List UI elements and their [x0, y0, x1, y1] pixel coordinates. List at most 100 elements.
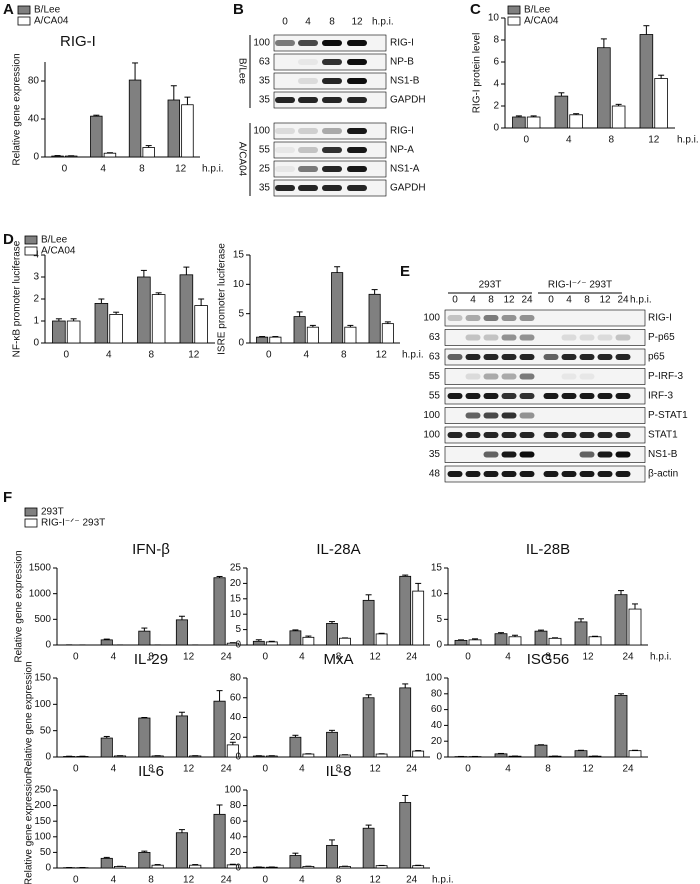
- x-tick-label: 24: [406, 764, 418, 775]
- blot-band: [447, 315, 463, 321]
- blot-band: [519, 432, 535, 438]
- bar: [399, 687, 412, 758]
- y-tick-label: 200: [34, 800, 51, 811]
- blot-band: [579, 451, 595, 458]
- blot-band: [483, 432, 499, 438]
- bar: [181, 104, 194, 158]
- blot-band: [597, 451, 613, 458]
- chart-title: IL-28B: [526, 541, 570, 558]
- x-tick-label: 12: [370, 652, 382, 663]
- legend-label: B/Lee: [41, 235, 68, 246]
- blot-band: [501, 393, 517, 399]
- y-tick-label: 0: [45, 752, 51, 763]
- x-tick-label: 24: [622, 652, 634, 663]
- blot-band: [597, 354, 613, 360]
- marker-label: 35: [259, 76, 271, 87]
- bar: [375, 753, 388, 758]
- blot-band: [447, 432, 463, 438]
- x-tick-label: 4: [100, 164, 106, 175]
- legend-swatch: [507, 5, 521, 15]
- y-tick-label: 1500: [29, 563, 52, 574]
- blot-frame: [273, 122, 387, 140]
- blot-frame: [444, 407, 646, 424]
- blot-band: [615, 471, 631, 477]
- x-axis-label: h.p.i.: [432, 875, 454, 884]
- bar: [412, 750, 425, 758]
- blot-band: [483, 354, 499, 360]
- blot-band: [519, 315, 535, 321]
- x-tick-label: 12: [376, 350, 388, 361]
- bar: [339, 754, 351, 758]
- y-tick-label: 20: [230, 578, 242, 589]
- blot-band: [597, 471, 613, 477]
- lane-label: 8: [584, 295, 590, 306]
- bar: [151, 864, 164, 869]
- y-tick-label: 1: [33, 316, 39, 327]
- blot-band: [501, 315, 517, 321]
- lane-label: 0: [452, 295, 458, 306]
- legend-label: B/Lee: [34, 5, 61, 16]
- bar: [331, 272, 344, 344]
- bar: [213, 700, 226, 758]
- y-tick-label: 80: [230, 800, 242, 811]
- blot-band: [275, 166, 295, 172]
- x-tick-label: 4: [505, 764, 511, 775]
- bar: [194, 305, 208, 344]
- legend-swatch: [24, 507, 38, 517]
- y-tick-label: 500: [34, 614, 51, 625]
- lane-label: 8: [329, 17, 335, 28]
- bar: [51, 155, 64, 158]
- blot-band: [298, 185, 318, 191]
- panel-letter: B: [233, 1, 244, 18]
- lane-label: 0: [548, 295, 554, 306]
- blot-band: [347, 40, 367, 46]
- x-tick-label: 8: [148, 764, 154, 775]
- x-tick-label: 0: [523, 135, 529, 146]
- bar: [326, 731, 338, 758]
- bar: [175, 619, 189, 646]
- blot-band: [519, 373, 535, 380]
- x-tick-label: 12: [183, 652, 195, 663]
- blot-band: [275, 40, 295, 46]
- y-tick-label: 1000: [29, 588, 52, 599]
- bar: [302, 636, 315, 646]
- blot-band: [501, 373, 517, 380]
- protein-label: p65: [648, 352, 665, 363]
- protein-label: IRF-3: [648, 391, 673, 402]
- marker-label: 63: [429, 352, 441, 363]
- blot-band: [275, 147, 295, 153]
- bar: [90, 115, 103, 158]
- y-tick-label: 2: [493, 101, 499, 112]
- blot-frame: [444, 446, 646, 463]
- y-tick-label: 3: [33, 272, 39, 283]
- y-tick-label: 80: [431, 688, 443, 699]
- chart-title: IFN-β: [132, 541, 170, 558]
- lane-label: 8: [488, 295, 494, 306]
- y-tick-label: 40: [28, 114, 40, 125]
- lane-label: 12: [503, 295, 515, 306]
- legend-swatch: [507, 16, 521, 26]
- y-tick-label: 40: [431, 720, 443, 731]
- blot-band: [298, 78, 318, 84]
- bar: [100, 857, 113, 869]
- y-tick-label: 0: [436, 752, 442, 763]
- panel-letter: F: [3, 489, 12, 506]
- x-tick-label: 24: [221, 764, 233, 775]
- bar: [468, 639, 482, 646]
- x-axis-label: h.p.i.: [650, 652, 672, 663]
- blot-header: 293T: [479, 280, 502, 291]
- bar: [175, 715, 189, 758]
- y-tick-label: 60: [230, 692, 242, 703]
- blot-header: RIG-I⁻ᐟ⁻ 293T: [548, 280, 612, 291]
- x-tick-label: 4: [299, 764, 305, 775]
- blot-band: [561, 471, 577, 477]
- legend-swatch: [17, 16, 31, 26]
- blot-frame: [444, 309, 646, 327]
- y-tick-label: 0: [493, 123, 499, 134]
- x-tick-label: 12: [582, 652, 594, 663]
- blot-band: [483, 451, 499, 458]
- protein-label: P-p65: [648, 332, 675, 343]
- blot-band: [347, 59, 367, 65]
- blot-band: [275, 97, 295, 103]
- bar: [302, 753, 315, 758]
